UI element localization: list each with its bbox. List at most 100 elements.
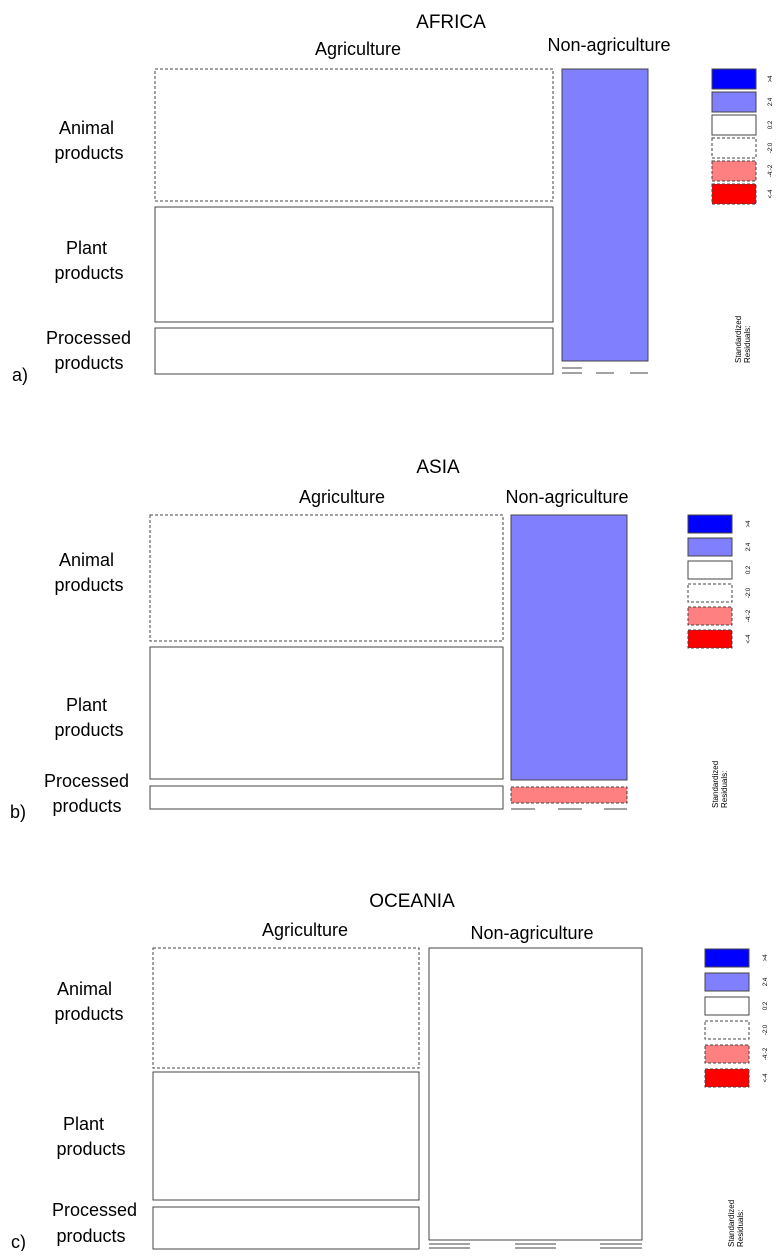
legend-swatch	[704, 1044, 750, 1064]
legend-swatch	[687, 560, 733, 580]
row-label-processed-line2: products	[56, 1226, 125, 1246]
row-label-animal: Animal products	[54, 550, 123, 595]
legend-bin-label: 0:2	[746, 565, 752, 574]
legend-swatch	[711, 91, 757, 113]
legend-swatch	[711, 183, 757, 205]
row-label-plant: Plant products	[56, 1114, 125, 1159]
row-label-plant-line2: products	[54, 263, 123, 283]
column-label-agriculture: Agriculture	[299, 487, 385, 507]
row-label-animal-line1: Animal	[57, 979, 112, 999]
legend-bin-label: -2:0	[768, 142, 774, 153]
legend-swatch	[711, 114, 757, 136]
legend-swatch	[711, 68, 757, 90]
legend-swatch	[687, 606, 733, 626]
row-label-animal-line2: products	[54, 143, 123, 163]
column-label-agriculture: Agriculture	[262, 920, 348, 940]
row-label-processed-line1: Processed	[44, 771, 129, 791]
column-label-non-agriculture: Non-agriculture	[505, 487, 628, 507]
legend-bin-label: <-4	[768, 189, 774, 199]
legend-oceania: >4 2:4 0:2 -2:0 -4:-2 <-4 StandardizedResidual…	[704, 948, 769, 1247]
legend-caption: StandardizedResiduals:	[711, 761, 729, 808]
legend-caption: StandardizedResiduals:	[734, 316, 752, 363]
legend-bin-label: 2:4	[746, 542, 752, 551]
legend-bin-label: 2:4	[768, 97, 774, 106]
cell-non-agriculture-plant	[510, 514, 628, 781]
legend-bin-label: >4	[763, 954, 769, 962]
legend-bin-label: -4:-2	[763, 1047, 769, 1060]
cell-non-agriculture-processed	[428, 947, 643, 1241]
row-label-plant-line1: Plant	[66, 238, 107, 258]
row-label-processed: Processed products	[44, 771, 134, 816]
legend-swatch	[704, 948, 750, 968]
legend-africa: >4 2:4 0:2 -2:0 -4:-2 <-4 StandardizedResidual…	[711, 68, 774, 363]
legend-bin-label: 2:4	[763, 977, 769, 986]
cell-agriculture-animal	[154, 68, 554, 202]
row-label-plant-line2: products	[56, 1139, 125, 1159]
column-label-agriculture: Agriculture	[315, 39, 401, 59]
row-label-processed: Processed products	[52, 1200, 142, 1246]
cell-non-agriculture-processed	[561, 68, 649, 362]
legend-swatch	[704, 996, 750, 1016]
legend-swatch	[711, 137, 757, 159]
legend-caption-line2: Residuals:	[720, 771, 729, 808]
legend-swatch	[711, 160, 757, 182]
empty-cell-markers	[562, 367, 648, 374]
row-label-animal-line1: Animal	[59, 118, 114, 138]
legend-asia: >4 2:4 0:2 -2:0 -4:-2 <-4 StandardizedResidual…	[687, 514, 752, 808]
panel-title: AFRICA	[416, 12, 486, 33]
legend-caption-line2: Residuals:	[743, 326, 752, 363]
row-label-animal-line2: products	[54, 1004, 123, 1024]
cell-non-agriculture-processed	[510, 786, 628, 804]
legend-swatch	[704, 972, 750, 992]
row-label-plant: Plant products	[54, 695, 123, 740]
legend-bin-label: -4:-2	[746, 609, 752, 622]
empty-cell-markers	[429, 1243, 642, 1249]
row-label-plant: Plant products	[54, 238, 123, 283]
column-label-non-agriculture: Non-agriculture	[470, 923, 593, 943]
row-label-processed-line2: products	[52, 796, 121, 816]
panel-title: ASIA	[416, 457, 460, 478]
cell-agriculture-plant	[149, 646, 504, 780]
panel-asia: ASIA Agriculture Non-agriculture Animal …	[10, 457, 629, 822]
cell-agriculture-animal	[149, 514, 504, 642]
row-label-plant-line2: products	[54, 720, 123, 740]
row-label-plant-line1: Plant	[63, 1114, 104, 1134]
legend-bin-label: -2:0	[746, 587, 752, 598]
cell-agriculture-processed	[149, 785, 504, 810]
legend-caption-line2: Residuals:	[736, 1210, 745, 1247]
row-label-animal: Animal products	[54, 979, 123, 1024]
legend-bin-label: >4	[768, 75, 774, 83]
legend-caption-line1: Standardized	[727, 1200, 736, 1247]
row-label-processed-line1: Processed	[52, 1200, 137, 1220]
row-label-plant-line1: Plant	[66, 695, 107, 715]
cell-agriculture-processed	[154, 327, 554, 375]
legend-bin-label: <-4	[763, 1073, 769, 1083]
legend-swatch	[704, 1020, 750, 1040]
row-label-animal-line1: Animal	[59, 550, 114, 570]
legend-caption: StandardizedResiduals:	[727, 1200, 745, 1247]
legend-swatch	[687, 537, 733, 557]
legend-caption-line1: Standardized	[711, 761, 720, 808]
panel-label: a)	[12, 365, 28, 385]
legend-bin-label: -4:-2	[768, 164, 774, 177]
panel-title: OCEANIA	[369, 891, 455, 912]
panel-africa: AFRICA Agriculture Non-agriculture Anima…	[12, 12, 671, 385]
panel-label: b)	[10, 802, 26, 822]
legend-swatch	[704, 1068, 750, 1088]
legend-swatch	[687, 514, 733, 534]
row-label-animal: Animal products	[54, 118, 123, 163]
legend-bin-label: >4	[746, 520, 752, 528]
legend-bin-label: <-4	[746, 634, 752, 644]
panel-oceania: OCEANIA Agriculture Non-agriculture Anim…	[11, 891, 643, 1252]
legend-bin-label: 0:2	[763, 1001, 769, 1010]
row-label-animal-line2: products	[54, 575, 123, 595]
row-label-processed: Processed products	[46, 328, 136, 373]
cell-agriculture-processed	[152, 1206, 420, 1250]
legend-swatch	[687, 583, 733, 603]
cell-agriculture-animal	[152, 947, 420, 1069]
cell-agriculture-plant	[152, 1071, 420, 1201]
legend-swatch	[687, 629, 733, 649]
legend-caption-line1: Standardized	[734, 316, 743, 363]
